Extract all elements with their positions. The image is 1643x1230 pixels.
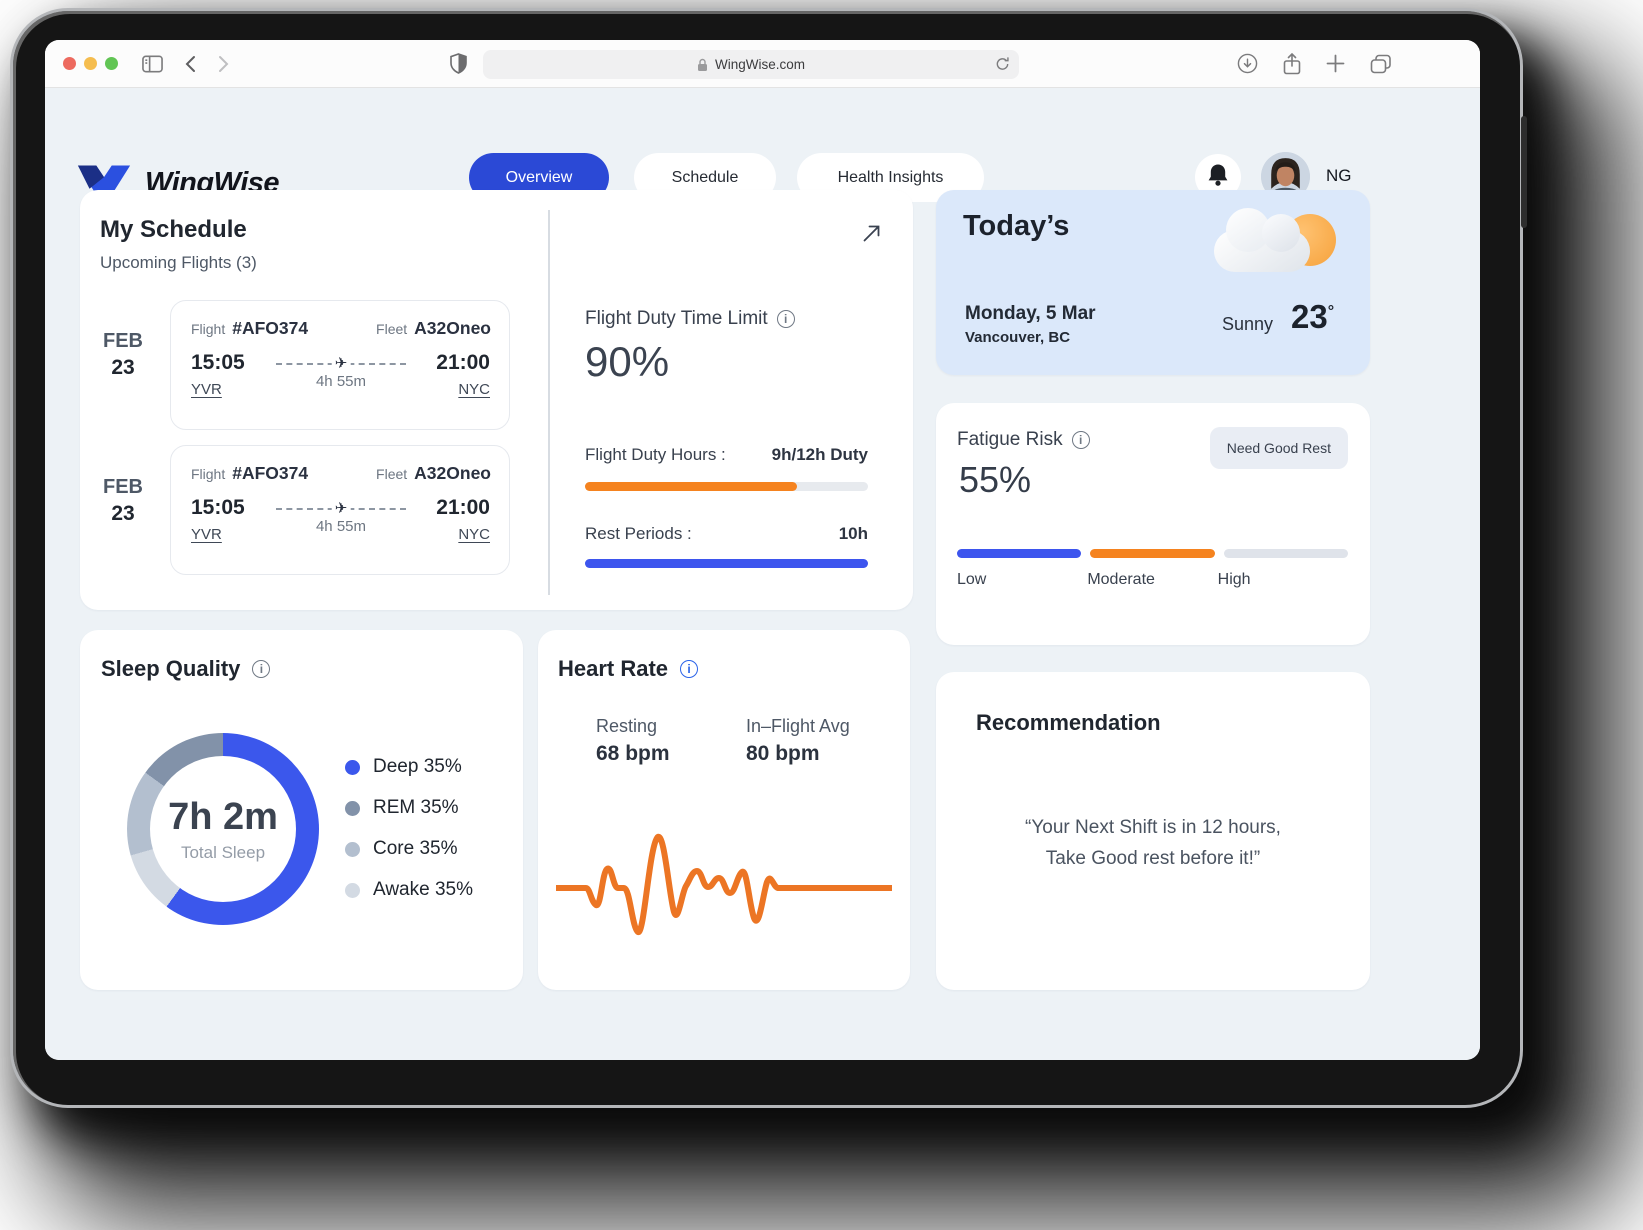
lock-icon	[697, 58, 708, 72]
my-schedule-title: My Schedule	[100, 216, 247, 243]
sleep-donut-chart	[127, 733, 319, 925]
fatigue-level-bars	[957, 549, 1348, 558]
fatigue-level-labels: Low Moderate High	[957, 571, 1251, 588]
arrival-airport[interactable]: NYC	[458, 526, 490, 543]
recommendation-title: Recommendation	[976, 710, 1161, 735]
plane-icon: ✈	[331, 354, 351, 372]
forward-button[interactable]	[218, 55, 229, 73]
traffic-lights	[63, 57, 118, 70]
sleep-quality-title: Sleep Quality i	[101, 656, 271, 682]
recommendation-card: Recommendation “Your Next Shift is in 12…	[936, 672, 1370, 990]
rest-periods-progressbar	[585, 559, 868, 568]
flight-duty-value: 90%	[585, 338, 670, 385]
sidebar-toggle-icon[interactable]	[142, 55, 163, 73]
refresh-icon[interactable]	[995, 56, 1010, 72]
rest-periods-row: Rest Periods : 10h	[585, 524, 868, 543]
maximize-window-button[interactable]	[105, 57, 118, 70]
bell-icon	[1207, 163, 1229, 192]
inflight-stat: In–Flight Avg 80 bpm	[746, 716, 850, 765]
flight-number: #AFO374	[232, 318, 309, 338]
browser-toolbar: WingWise.com	[45, 40, 1480, 88]
flight-card[interactable]: Flight #AFO374 Fleet A32Oneo 15:05 YVR ✈…	[170, 445, 510, 575]
downloads-icon[interactable]	[1237, 53, 1258, 74]
app-content: WingWise Overview Schedule Health Insigh…	[45, 88, 1480, 1060]
flight-date: FEB 23	[103, 476, 143, 525]
flight-date: FEB 23	[103, 330, 143, 379]
sleep-legend: Deep 35% REM 35% Core 35% Awake 35%	[345, 756, 473, 920]
fatigue-risk-title: Fatigue Risk i	[957, 429, 1090, 451]
resting-stat: Resting 68 bpm	[596, 716, 670, 765]
flight-card[interactable]: Flight #AFO374 Fleet A32Oneo 15:05 YVR ✈…	[170, 300, 510, 430]
url-text: WingWise.com	[714, 57, 805, 72]
legend-item: Core 35%	[345, 838, 473, 860]
departure-airport[interactable]: YVR	[191, 381, 222, 398]
sleep-total: 7h 2m Total Sleep	[168, 795, 278, 862]
fatigue-status-badge: Need Good Rest	[1209, 427, 1348, 469]
flight-duration: 4h 55m	[315, 518, 367, 535]
arrival-time: 21:00	[436, 496, 490, 519]
close-window-button[interactable]	[63, 57, 76, 70]
fatigue-risk-card: Fatigue Risk i Need Good Rest 55% Low Mo…	[936, 403, 1370, 645]
expand-icon[interactable]	[862, 224, 881, 248]
departure-time: 15:05	[191, 351, 245, 374]
departure-time: 15:05	[191, 496, 245, 519]
upcoming-flights-count: Upcoming Flights (3)	[100, 253, 257, 272]
low-bar	[957, 549, 1082, 558]
toolbar-right-icons	[1237, 52, 1462, 75]
fatigue-risk-value: 55%	[959, 459, 1032, 500]
plane-icon: ✈	[331, 499, 351, 517]
flight-duty-title: Flight Duty Time Limit i	[585, 308, 795, 330]
user-initials: NG	[1326, 166, 1352, 185]
heart-rate-title: Heart Rate i	[558, 656, 699, 682]
duty-hours-row: Flight Duty Hours : 9h/12h Duty	[585, 445, 868, 464]
fleet-type: A32Oneo	[414, 318, 491, 338]
sun-cloud-icon	[1214, 198, 1344, 298]
minimize-window-button[interactable]	[84, 57, 97, 70]
address-bar[interactable]: WingWise.com	[483, 50, 1019, 79]
info-icon[interactable]: i	[252, 660, 271, 678]
back-button[interactable]	[185, 55, 196, 73]
legend-item: Awake 35%	[345, 879, 473, 901]
today-title: Today’s	[963, 210, 1070, 242]
share-icon[interactable]	[1283, 52, 1301, 75]
tab-overview-icon[interactable]	[1370, 54, 1392, 74]
wingwise-logo-icon	[75, 158, 133, 209]
arrival-time: 21:00	[436, 351, 490, 374]
device-side-button	[1521, 116, 1527, 228]
high-bar	[1223, 549, 1348, 558]
new-tab-icon[interactable]	[1326, 54, 1345, 73]
today-date: Monday, 5 Mar	[965, 303, 1096, 324]
browser-window: WingWise.com	[45, 40, 1480, 1060]
today-weather-card: Today’s Monday, 5 Mar Vancouver, BC Sunn…	[936, 190, 1370, 375]
legend-item: REM 35%	[345, 797, 473, 819]
privacy-shield-icon[interactable]	[450, 53, 467, 74]
temperature: 23°	[1291, 298, 1335, 335]
weather-condition: Sunny	[1222, 314, 1274, 334]
flight-duration: 4h 55m	[315, 373, 367, 390]
moderate-bar	[1090, 549, 1215, 558]
duty-hours-progressbar	[585, 482, 868, 491]
ecg-waveform	[556, 833, 892, 936]
my-schedule-card: My Schedule Upcoming Flights (3) FEB 23 …	[80, 190, 913, 610]
sleep-quality-card: Sleep Quality i 7h 2m Total Sleep Deep 3…	[80, 630, 523, 990]
departure-airport[interactable]: YVR	[191, 526, 222, 543]
info-icon[interactable]: i	[680, 660, 699, 678]
today-city: Vancouver, BC	[965, 329, 1071, 346]
info-icon[interactable]: i	[1071, 431, 1090, 449]
arrival-airport[interactable]: NYC	[458, 381, 490, 398]
legend-item: Deep 35%	[345, 756, 473, 778]
info-icon[interactable]: i	[776, 310, 795, 328]
heart-rate-card: Heart Rate i Resting 68 bpm In–Flight Av…	[538, 630, 910, 990]
flight-number: #AFO374	[232, 463, 309, 483]
recommendation-quote: “Your Next Shift is in 12 hours, Take Go…	[1025, 817, 1281, 870]
divider	[548, 210, 550, 595]
fleet-type: A32Oneo	[414, 463, 491, 483]
